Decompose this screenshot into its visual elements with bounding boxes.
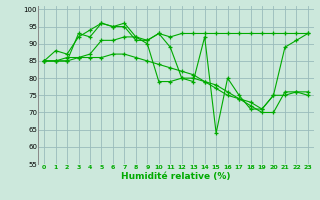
X-axis label: Humidité relative (%): Humidité relative (%) — [121, 172, 231, 181]
